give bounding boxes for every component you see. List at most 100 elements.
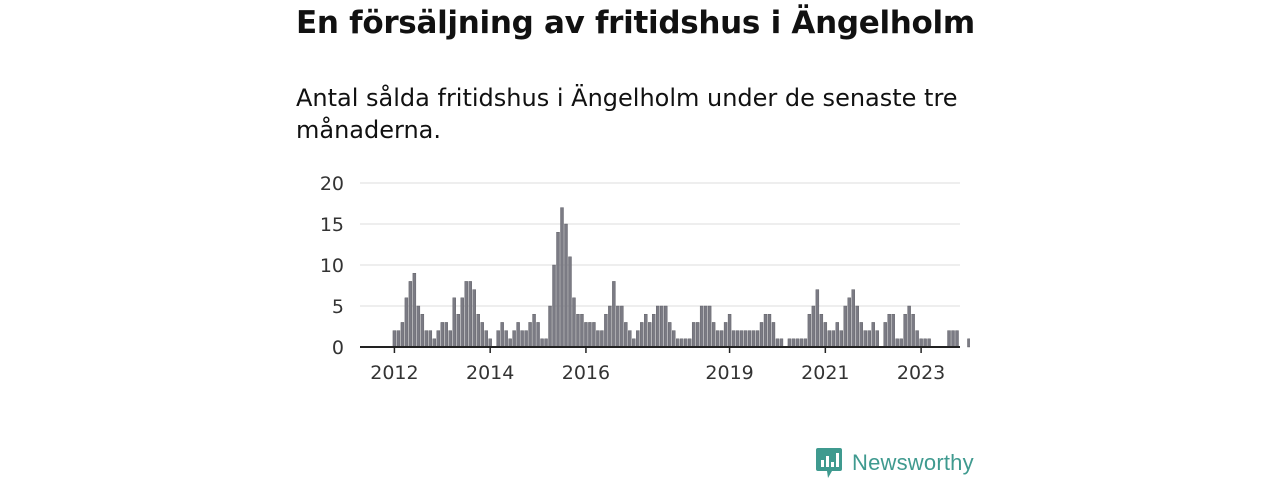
bar (803, 338, 808, 348)
newsworthy-logo[interactable]: Newsworthy (815, 447, 974, 479)
bar (839, 330, 843, 348)
bar (691, 322, 696, 348)
bar (923, 338, 927, 348)
bar (763, 313, 768, 348)
bar (444, 322, 448, 348)
bar (927, 338, 931, 348)
bar (875, 330, 879, 348)
bar (476, 313, 480, 348)
bar (851, 289, 855, 348)
y-tick-label-15: 15 (320, 214, 344, 236)
bar (632, 338, 636, 348)
bar (564, 223, 568, 348)
y-tick-label-5: 5 (332, 296, 344, 318)
bar (396, 330, 401, 348)
bar (735, 330, 740, 348)
bar (424, 330, 429, 348)
bar (496, 330, 500, 348)
bar (412, 272, 417, 348)
bar (600, 330, 604, 348)
bar (719, 330, 724, 348)
bar (951, 330, 955, 348)
bar (767, 313, 772, 348)
bar (699, 305, 704, 348)
bar (807, 313, 812, 348)
bar (791, 338, 796, 348)
x-tick-label-2021: 2021 (801, 362, 849, 384)
bar (536, 322, 540, 348)
page-title: En försäljning av fritidshus i Ängelholm (296, 5, 975, 41)
bar (863, 330, 867, 348)
bar (867, 330, 871, 348)
bar (416, 305, 421, 348)
bar (843, 305, 847, 348)
bar (516, 322, 520, 348)
bar (899, 338, 903, 348)
bar (731, 330, 736, 348)
bar (652, 313, 656, 348)
bar (771, 322, 776, 348)
bar (827, 330, 832, 348)
bar (831, 330, 836, 348)
bar (488, 338, 492, 348)
bar (835, 322, 840, 348)
bar (604, 313, 608, 348)
bar (823, 322, 828, 348)
bar (568, 256, 572, 348)
bar (911, 313, 915, 348)
bar (580, 313, 584, 348)
bar (787, 338, 792, 348)
chart-subtitle: Antal sålda fritidshus i Ängelholm under… (296, 84, 958, 144)
bar (919, 338, 923, 348)
bar (727, 313, 732, 348)
bar (656, 305, 660, 348)
y-tick-label-20: 20 (320, 173, 344, 195)
bar (576, 313, 580, 348)
bar (891, 313, 895, 348)
bar (420, 313, 425, 348)
bar (683, 338, 688, 348)
bar (400, 322, 405, 348)
bar (504, 330, 508, 348)
bar (723, 322, 728, 348)
bar (628, 330, 632, 348)
bar (548, 305, 552, 348)
bar (464, 281, 468, 348)
bar (668, 322, 672, 348)
bar (588, 322, 592, 348)
x-tick-label-2023: 2023 (897, 362, 945, 384)
bar-chart: 0510152012012201420162019202120232025 (320, 173, 970, 384)
bar (620, 305, 624, 348)
bar (560, 207, 564, 348)
bar (512, 330, 516, 348)
bar (544, 338, 548, 348)
bar (584, 322, 588, 348)
x-tick-label-2014: 2014 (466, 362, 514, 384)
bar (408, 281, 413, 348)
bar (883, 322, 887, 348)
bar (887, 313, 891, 348)
bar (468, 281, 472, 348)
bar (592, 322, 596, 348)
bar (636, 330, 640, 348)
bar (392, 330, 397, 348)
bar (552, 264, 556, 348)
bar (540, 338, 544, 348)
bar (612, 281, 616, 348)
bar (855, 305, 859, 348)
bar (664, 305, 668, 348)
x-tick-label-2019: 2019 (705, 362, 753, 384)
bar (648, 322, 652, 348)
bar (644, 313, 648, 348)
x-tick-label-2016: 2016 (562, 362, 610, 384)
bar (404, 297, 409, 348)
bar (759, 322, 764, 348)
bar (847, 297, 851, 348)
bar (676, 338, 680, 348)
bar (703, 305, 708, 348)
bar (640, 322, 644, 348)
bar (955, 330, 959, 348)
bar (903, 313, 907, 348)
x-tick-label-2012: 2012 (370, 362, 418, 384)
bar (907, 305, 911, 348)
